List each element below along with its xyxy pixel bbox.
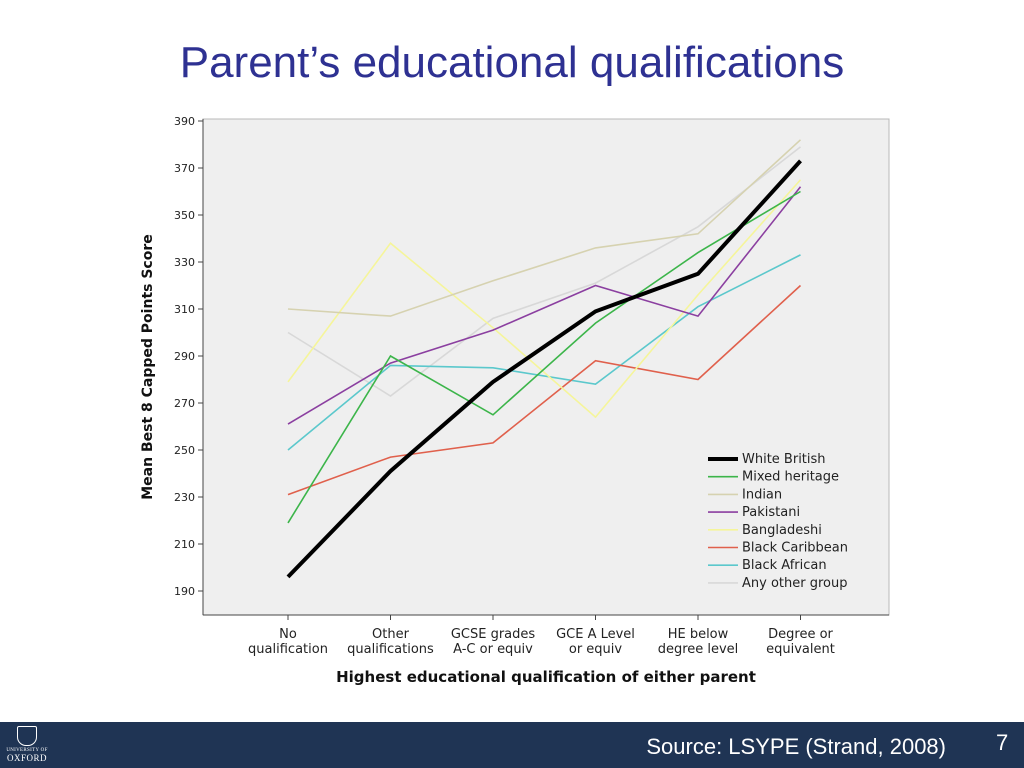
series-line-bangladeshi [287,179,802,419]
y-tick-label: 250 [174,444,195,457]
legend: White British Mixed heritage Indian Pakista… [708,452,848,591]
series-lines [286,139,802,579]
series-line-black-caribbean [287,284,802,496]
series-line-mixed-heritage [287,190,801,524]
y-tick-label: 330 [174,256,195,269]
logo-line-1: UNIVERSITY OF [6,748,48,753]
y-tick-label: 350 [174,209,195,222]
y-tick-label: 190 [174,585,195,598]
y-axis-label: Mean Best 8 Capped Points Score [140,234,156,500]
series-line-pakistani [287,186,802,425]
y-axis-ticks: 190 210 230 250 270 290 310 330 350 370 390 [174,115,203,598]
x-tick-label: Other qualifications [347,627,434,657]
series-line-black-african [287,254,801,451]
x-tick-label: HE below degree level [658,627,739,657]
y-tick-label: 230 [174,491,195,504]
legend-label: Any other group [742,576,847,591]
legend-label: White British [742,452,826,467]
logo-line-2: OXFORD [6,753,47,763]
series-line-white-british [286,159,802,579]
y-tick-label: 310 [174,303,195,316]
line-chart: 190 210 230 250 270 290 310 330 350 370 390 No qual… [140,115,890,686]
legend-label: Black Caribbean [742,541,848,556]
x-axis-ticks: No qualification Other qualifications GCSE g… [248,615,835,657]
y-tick-label: 390 [174,115,195,128]
source-citation: Source: LSYPE (Strand, 2008) [646,734,946,759]
footer-bar: UNIVERSITY OF OXFORD Source: LSYPE (Stra… [0,722,1024,768]
x-tick-label: No qualification [248,627,328,657]
x-tick-label: GCE A Level or equiv [556,627,635,657]
series-line-indian [287,139,802,317]
x-axis-label: Highest educational qualification of eit… [336,668,756,686]
oxford-crest-icon [17,726,37,746]
legend-label: Indian [742,487,782,502]
x-tick-label: GCSE grades A-C or equiv [451,627,536,657]
series-line-any-other-group [287,146,801,397]
y-tick-label: 210 [174,538,195,551]
x-tick-label: Degree or equivalent [766,627,835,657]
y-tick-label: 290 [174,350,195,363]
y-tick-label: 270 [174,397,195,410]
legend-label: Black African [742,558,827,573]
page-number: 7 [996,730,1009,755]
legend-label: Pakistani [742,505,800,520]
y-tick-label: 370 [174,162,195,175]
legend-label: Mixed heritage [742,470,839,485]
oxford-logo: UNIVERSITY OF OXFORD [4,726,50,766]
slide-title: Parent’s educational qualifications [179,38,845,87]
legend-label: Bangladeshi [742,523,822,538]
